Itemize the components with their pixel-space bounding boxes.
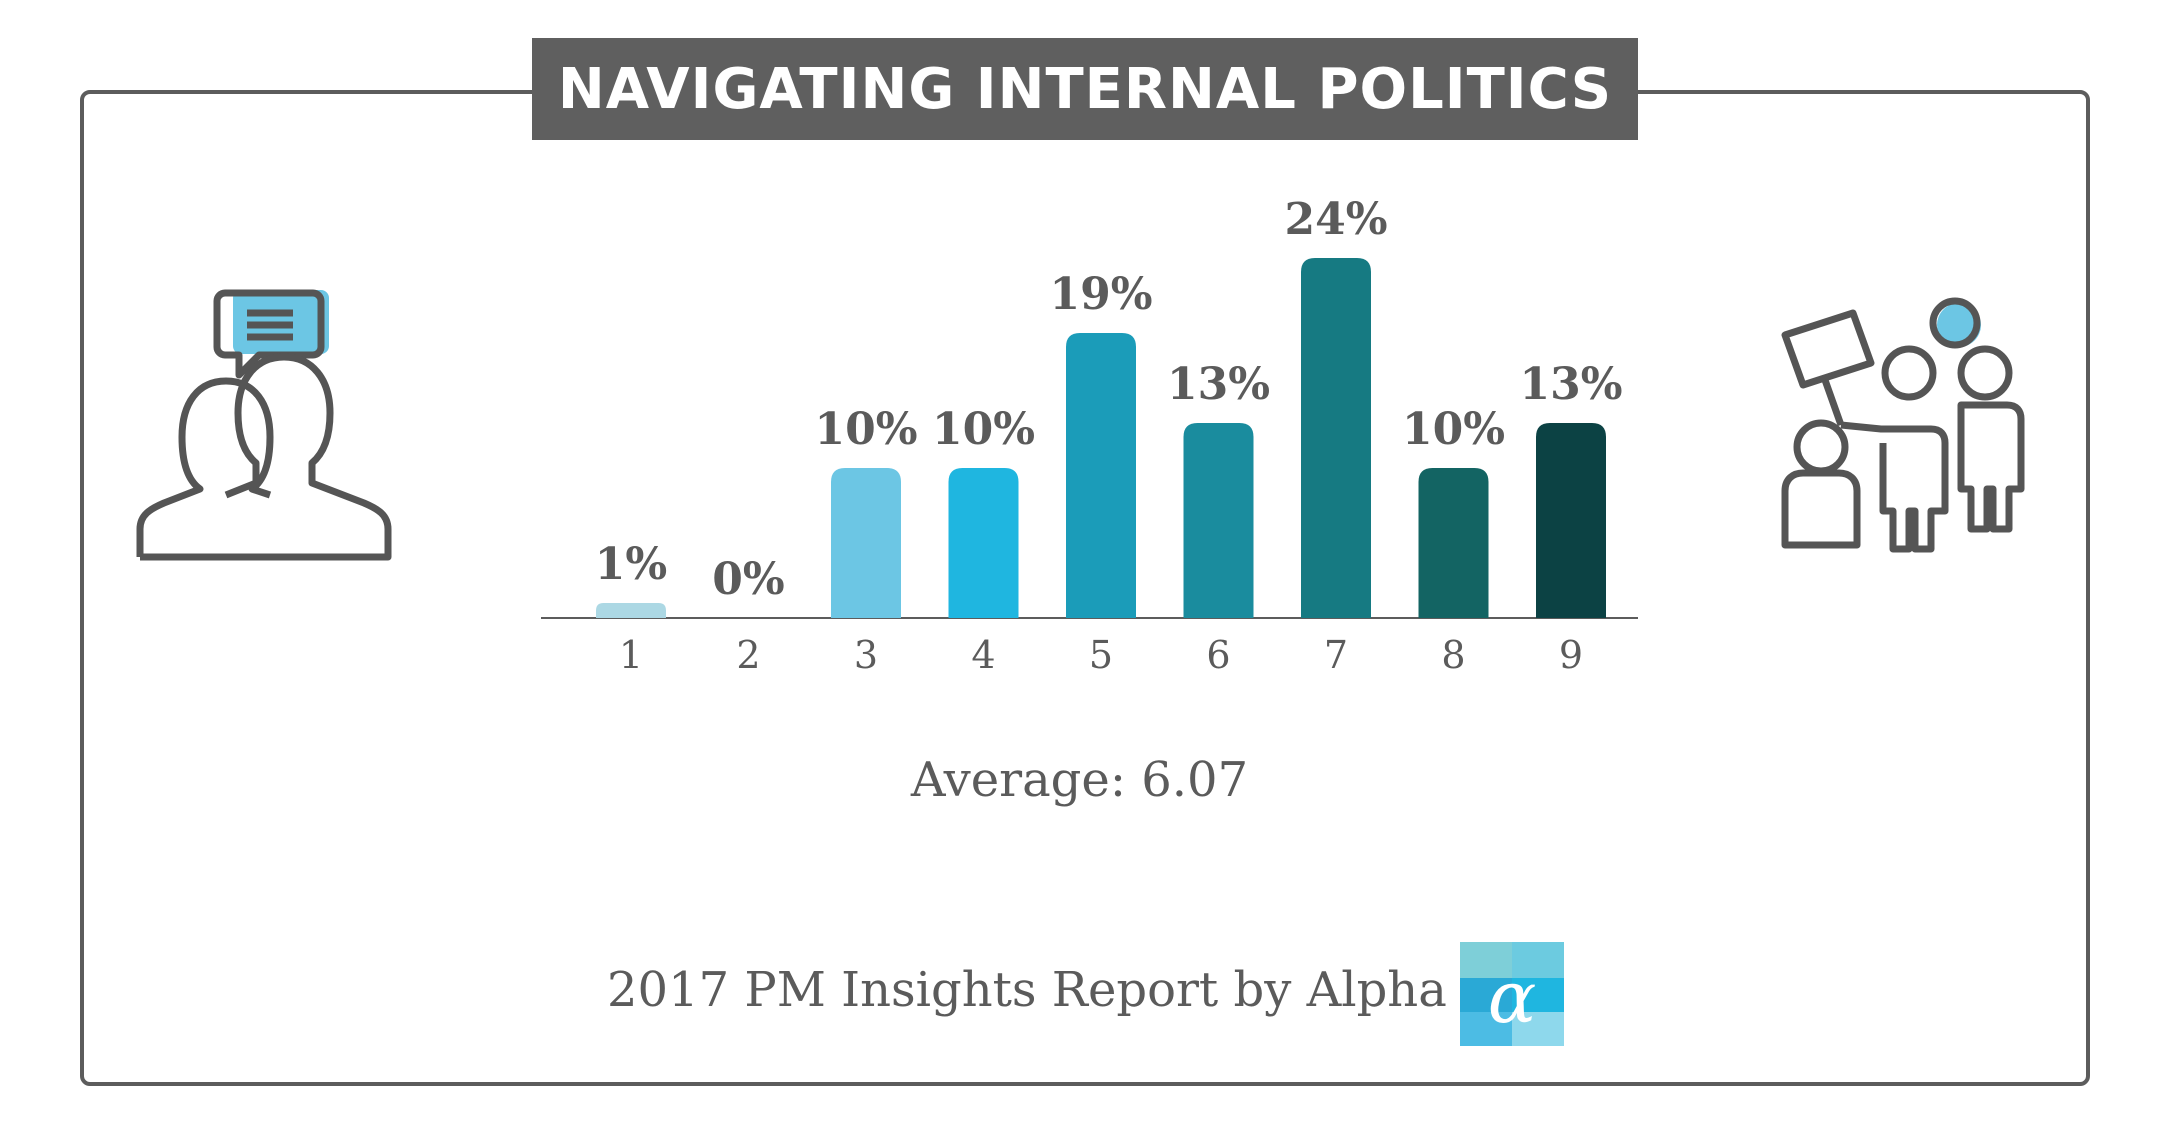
title-banner: NAVIGATING INTERNAL POLITICS [532, 38, 1638, 140]
x-tick-label-7: 7 [1324, 633, 1348, 677]
bar-value-label-5: 19% [1049, 269, 1152, 320]
bar-value-label-9: 13% [1519, 359, 1622, 410]
x-tick-label-2: 2 [736, 633, 760, 677]
x-tick-label-6: 6 [1206, 633, 1230, 677]
average-label: Average: 6.07 [910, 752, 1249, 808]
bar-3 [831, 468, 901, 618]
bar-value-label-2: 0% [712, 554, 784, 605]
bar-6 [1183, 423, 1254, 618]
x-tick-label-9: 9 [1559, 633, 1583, 677]
bar-value-label-7: 24% [1284, 194, 1387, 245]
bar-7 [1301, 258, 1371, 618]
bar-value-label-8: 10% [1402, 404, 1505, 455]
bar-9 [1536, 423, 1606, 618]
bar-value-label-3: 10% [814, 404, 917, 455]
bar-1 [596, 603, 666, 618]
bar-chart: 1%10%210%310%419%513%624%710%813%9 [541, 194, 1638, 677]
x-tick-label-3: 3 [854, 633, 878, 677]
alpha-logo-icon: α [1460, 942, 1564, 1046]
x-tick-label-8: 8 [1441, 633, 1465, 677]
two-people-chat-icon [136, 289, 392, 561]
bar-5 [1066, 333, 1136, 618]
x-tick-label-4: 4 [971, 633, 995, 677]
bar-4 [948, 468, 1019, 618]
bar-8 [1418, 468, 1489, 618]
group-people-sign-icon [1781, 297, 2025, 553]
bar-value-label-6: 13% [1167, 359, 1270, 410]
footer-text: 2017 PM Insights Report by Alpha [607, 962, 1447, 1018]
x-tick-label-5: 5 [1089, 633, 1113, 677]
bar-value-label-4: 10% [932, 404, 1035, 455]
logo-glyph: α [1488, 955, 1537, 1039]
bar-value-label-1: 1% [595, 539, 667, 590]
chart-title: NAVIGATING INTERNAL POLITICS [557, 56, 1613, 122]
x-tick-label-1: 1 [619, 633, 643, 677]
